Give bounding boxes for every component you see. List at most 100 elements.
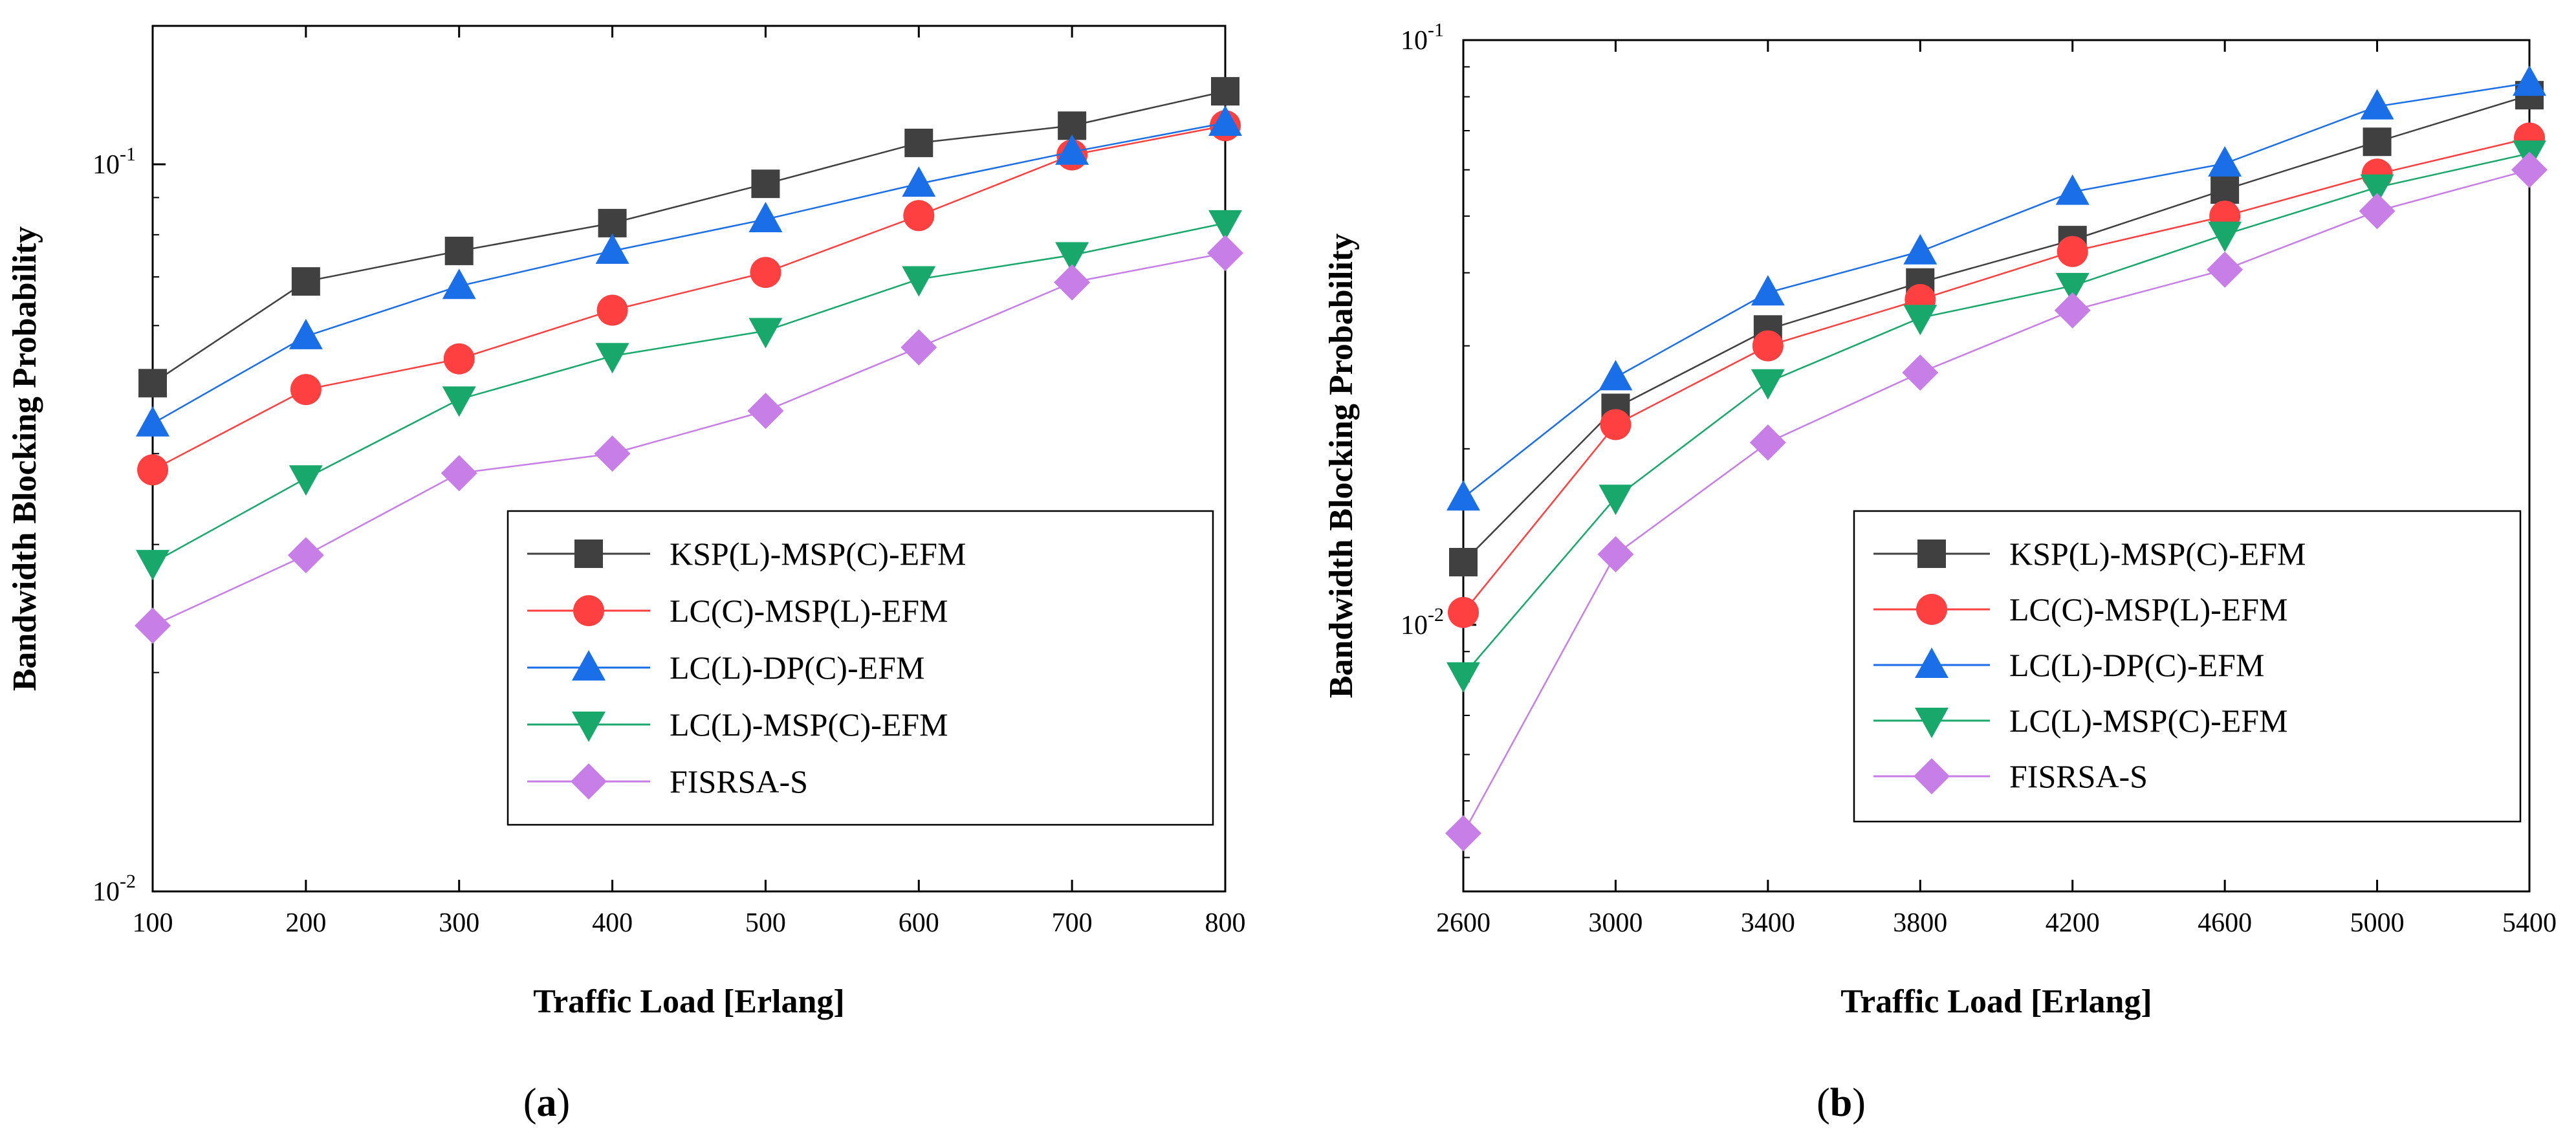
series-LC(C)-MSP(L)-EFM bbox=[137, 110, 1241, 486]
data-point bbox=[2208, 221, 2242, 252]
panel-label: (b) bbox=[1817, 1081, 1866, 1125]
data-point bbox=[444, 236, 474, 265]
legend-label: LC(L)-MSP(C)-EFM bbox=[2009, 703, 2288, 739]
data-point bbox=[2359, 193, 2396, 230]
series-line bbox=[152, 125, 1226, 471]
data-point bbox=[1211, 77, 1239, 106]
x-tick-label: 500 bbox=[745, 908, 786, 938]
data-point bbox=[291, 267, 320, 296]
data-point bbox=[136, 550, 169, 581]
series-line bbox=[1463, 82, 2530, 499]
panel-label: (a) bbox=[523, 1081, 570, 1125]
legend-label: LC(C)-MSP(L)-EFM bbox=[670, 593, 948, 629]
data-point bbox=[1902, 354, 1939, 391]
x-tick-label: 100 bbox=[133, 908, 173, 938]
data-point bbox=[1208, 105, 1242, 136]
plot-frame bbox=[1462, 39, 2531, 893]
x-tick-label: 4600 bbox=[2198, 908, 2252, 938]
data-point bbox=[137, 454, 168, 486]
data-point bbox=[1903, 234, 1937, 265]
series-FISRSA-S bbox=[135, 235, 1243, 644]
data-point bbox=[289, 465, 323, 496]
data-point bbox=[441, 455, 477, 492]
series-LC(L)-MSP(C)-EFM bbox=[1446, 140, 2546, 693]
data-point bbox=[596, 294, 628, 326]
data-point bbox=[2055, 174, 2090, 205]
series-line bbox=[1463, 137, 2530, 613]
series-line bbox=[152, 252, 1226, 627]
data-point bbox=[747, 393, 784, 430]
legend-label: LC(L)-DP(C)-EFM bbox=[670, 649, 924, 686]
data-point bbox=[902, 166, 936, 197]
data-point bbox=[443, 343, 475, 375]
data-point bbox=[2207, 251, 2243, 288]
series-FISRSA-S bbox=[1445, 151, 2548, 852]
data-point bbox=[1599, 485, 1633, 516]
data-point bbox=[1446, 662, 1480, 693]
legend: KSP(L)-MSP(C)-EFM LC(C)-MSP(L)-EFM LC(L)-D… bbox=[1853, 510, 2522, 823]
data-point bbox=[2511, 151, 2548, 188]
data-point bbox=[2360, 174, 2394, 205]
legend-label: LC(L)-MSP(C)-EFM bbox=[670, 706, 948, 743]
y-tick-label: 10-1 bbox=[1401, 19, 1444, 56]
x-tick-label: 400 bbox=[592, 908, 633, 938]
data-point bbox=[2055, 272, 2090, 303]
legend-label: FISRSA-S bbox=[2009, 758, 2148, 794]
y-axis-title: Bandwidth Blocking Probability bbox=[1323, 234, 1360, 699]
y-tick-label: 10-2 bbox=[93, 871, 136, 907]
data-point bbox=[289, 318, 323, 349]
data-point bbox=[595, 343, 629, 374]
series-line bbox=[1463, 94, 2530, 563]
series-LC(L)-DP(C)-EFM bbox=[1446, 65, 2546, 511]
data-point bbox=[1054, 264, 1091, 301]
data-point bbox=[135, 607, 171, 644]
data-point bbox=[748, 318, 783, 349]
data-point bbox=[1600, 409, 1632, 441]
data-point bbox=[2208, 146, 2242, 177]
x-tick-label: 4200 bbox=[2046, 908, 2100, 938]
x-tick-label: 600 bbox=[899, 908, 939, 938]
legend: KSP(L)-MSP(C)-EFM LC(C)-MSP(L)-EFM LC(L)-D… bbox=[507, 510, 1214, 826]
y-tick-label: 10-1 bbox=[93, 144, 136, 180]
data-point bbox=[442, 268, 476, 300]
data-point bbox=[1448, 596, 1479, 628]
data-point bbox=[598, 208, 627, 237]
x-tick-label: 300 bbox=[439, 908, 479, 938]
series-LC(L)-DP(C)-EFM bbox=[136, 105, 1242, 437]
x-tick-label: 3800 bbox=[1893, 908, 1947, 938]
x-tick-label: 200 bbox=[285, 908, 326, 938]
data-point bbox=[287, 537, 324, 574]
data-point bbox=[2210, 175, 2240, 204]
chart-panel-b: 2600 3000 3400 3800 4200 4600 5000 5400 10-1 10-2… bbox=[1323, 19, 2557, 1125]
data-point bbox=[442, 386, 476, 417]
data-point bbox=[1599, 360, 1633, 391]
data-point bbox=[595, 233, 629, 264]
series-KSP(L)-MSP(C)-EFM bbox=[138, 77, 1239, 398]
data-point bbox=[903, 200, 935, 232]
data-point bbox=[902, 266, 936, 297]
data-point bbox=[1749, 424, 1786, 461]
data-point bbox=[748, 202, 783, 233]
x-tick-label: 5000 bbox=[2350, 908, 2405, 938]
data-point bbox=[1449, 547, 1478, 576]
legend-marker bbox=[571, 763, 607, 800]
data-point bbox=[1207, 235, 1243, 272]
data-point bbox=[751, 169, 780, 199]
legend-marker bbox=[572, 650, 606, 681]
legend-label: LC(L)-DP(C)-EFM bbox=[2009, 647, 2264, 683]
x-axis-title: Traffic Load [Erlang] bbox=[1840, 983, 2152, 1020]
chart-panel-a: 100 200 300 400 500 600 700 800 10-1 10-2 Traffic … bbox=[6, 25, 1246, 1125]
data-point bbox=[2057, 235, 2088, 267]
x-tick-label: 3400 bbox=[1741, 908, 1795, 938]
data-point bbox=[1208, 210, 1242, 241]
y-tick-label: 10-2 bbox=[1401, 604, 1444, 640]
data-point bbox=[136, 406, 169, 437]
y-axis-title: Bandwidth Blocking Probability bbox=[6, 226, 43, 692]
x-tick-label: 2600 bbox=[1436, 908, 1490, 938]
legend-marker bbox=[1916, 594, 1947, 625]
legend-box bbox=[507, 510, 1214, 826]
x-tick-label: 700 bbox=[1052, 908, 1093, 938]
data-point bbox=[1597, 536, 1634, 572]
data-point bbox=[2363, 127, 2392, 157]
